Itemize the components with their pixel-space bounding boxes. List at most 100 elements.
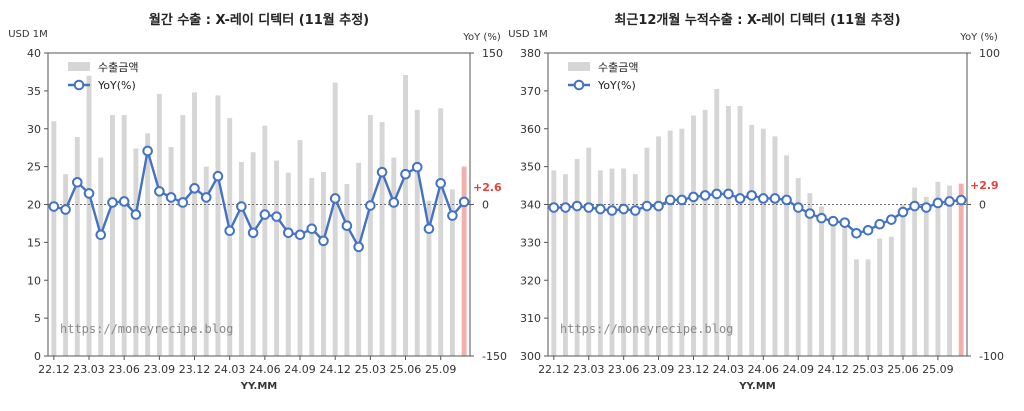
yoy-point [851,227,862,239]
yoy-point [897,206,909,218]
x-tick-label: 25.09 [922,363,954,376]
yoy-point [318,235,329,247]
bar [297,140,303,356]
bar [391,157,397,356]
left-axis-unit: USD 1M [8,29,48,40]
bar [865,259,871,356]
yoy-point [271,211,282,222]
right-axis-unit: YoY (%) [462,32,501,43]
bar [679,128,685,356]
yoy-point [664,194,676,206]
yoy-point [769,193,781,204]
right-tick-label: -150 [482,350,507,363]
yoy-point [909,200,920,212]
chart-title: 최근12개월 누적수출 : X-레이 디텍터 (11월 추정) [614,12,900,28]
yoy-point [618,203,629,215]
bar [332,82,338,356]
bar [830,217,836,356]
left-tick-label: 370 [520,85,541,98]
bar [168,146,174,356]
yoy-point [688,191,699,203]
yoy-point [118,196,130,207]
bar [667,130,673,356]
bar [285,172,291,356]
yoy-point [388,197,400,208]
bar [935,181,941,356]
yoy-point [955,194,967,206]
yoy-point [212,170,224,182]
yoy-point [920,202,932,213]
bar [426,200,432,356]
yoy-point [365,200,376,211]
yoy-point [283,227,294,239]
yoy-point [329,193,341,204]
x-tick-label: 23.06 [608,363,640,376]
yoy-point [874,218,886,230]
x-tick-label: 25.03 [852,363,884,376]
bar [958,183,964,356]
bar [760,128,766,356]
yoy-point [154,186,165,197]
bar [449,189,455,356]
yoy-point [746,190,757,201]
yoy-point [862,224,874,236]
legend-line-label: YoY(%) [97,79,136,92]
bar [156,93,162,356]
bar [656,136,662,356]
bar [215,95,221,357]
yoy-point [48,201,60,212]
bar [262,125,268,356]
x-tick-label: 22.12 [538,363,570,376]
bar [923,196,929,356]
left-tick-label: 15 [27,236,41,249]
yoy-point [376,166,388,178]
x-tick-label: 24.09 [284,363,316,376]
yoy-point [83,188,95,199]
left-tick-label: 5 [34,312,41,325]
right-tick-label: -100 [979,350,1004,363]
yoy-point [236,201,247,212]
yoy-point [944,196,955,207]
bar [192,92,197,356]
bar [551,170,557,356]
left-tick-label: 40 [27,47,41,60]
bar [86,75,92,356]
bar [133,148,139,356]
legend-line-marker [573,79,585,91]
yoy-point [734,193,746,204]
x-tick-label: 24.03 [713,363,745,376]
right-tick-label: 0 [979,199,986,212]
yoy-point [711,188,723,200]
x-axis-title: YY.MM [240,381,278,392]
legend-bar-swatch [68,62,90,71]
bar [321,171,326,356]
bar [807,193,813,356]
x-tick-label: 24.06 [249,363,281,376]
x-tick-label: 25.06 [390,363,422,376]
bar [888,236,894,356]
bar [691,115,696,357]
left-tick-label: 380 [520,47,541,60]
bar [367,115,373,357]
x-tick-label: 24.03 [214,363,246,376]
yoy-point [699,190,711,201]
x-tick-label: 23.09 [643,363,675,376]
yoy-point [306,223,318,235]
bar [819,206,824,356]
yoy-point [606,205,618,216]
bar [784,155,790,356]
chart-2: 최근12개월 누적수출 : X-레이 디텍터 (11월 추정) USD 1M YoY… [508,12,1004,392]
yoy-point [447,210,458,221]
bar [597,170,603,356]
bar [121,115,127,357]
legend-bar-label: 수출금액 [598,61,638,74]
yoy-point [130,209,142,220]
bar [586,147,592,356]
left-tick-label: 300 [520,350,541,363]
yoy-point [723,188,734,200]
x-tick-label: 23.03 [73,363,105,376]
yoy-point [400,168,411,180]
bar [621,168,627,356]
yoy-point [107,197,118,208]
